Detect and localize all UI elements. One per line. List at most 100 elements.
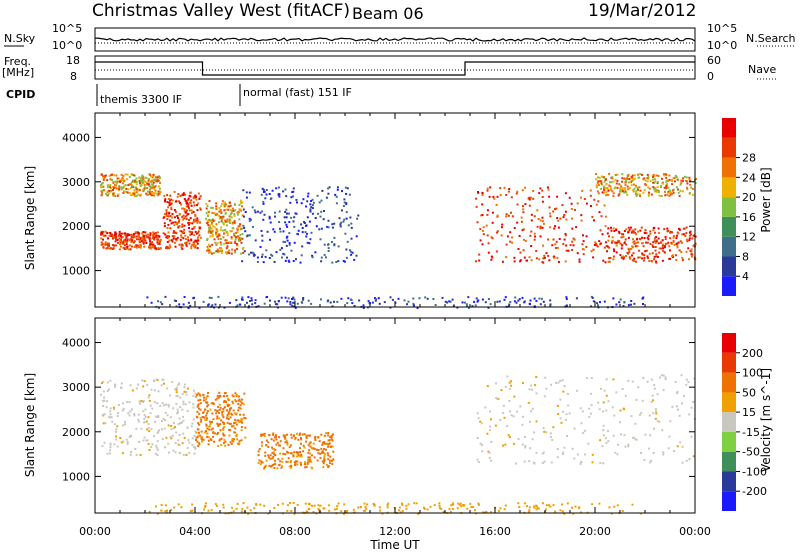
data-cell — [619, 421, 621, 424]
data-cell — [654, 236, 657, 239]
data-cell — [207, 404, 210, 407]
data-cell — [166, 218, 169, 221]
data-cell — [661, 239, 664, 242]
data-cell — [205, 424, 208, 427]
ground-scatter-cell — [371, 301, 374, 304]
data-cell — [189, 191, 192, 194]
data-cell — [680, 179, 683, 182]
data-cell — [207, 436, 210, 439]
data-cell — [140, 239, 143, 242]
data-cell — [331, 223, 334, 226]
data-cell — [288, 465, 291, 468]
data-cell — [197, 403, 200, 406]
data-cell — [636, 193, 639, 196]
data-cell — [643, 257, 646, 260]
data-cell — [623, 187, 626, 190]
data-cell — [647, 238, 650, 241]
data-cell — [240, 241, 243, 244]
data-cell — [185, 205, 188, 208]
data-cell — [265, 249, 268, 252]
data-cell — [589, 412, 592, 415]
ground-scatter-cell — [467, 306, 470, 309]
data-cell — [109, 379, 112, 382]
data-cell — [243, 227, 246, 229]
data-cell — [664, 376, 667, 379]
ground-scatter-cell — [146, 296, 149, 299]
data-cell — [627, 173, 630, 176]
data-cell — [164, 233, 167, 236]
ground-scatter-cell — [514, 296, 517, 299]
data-cell — [607, 189, 610, 192]
data-cell — [621, 180, 624, 183]
data-cell — [682, 190, 684, 193]
data-cell — [504, 385, 507, 388]
data-cell — [690, 255, 693, 258]
data-cell — [331, 241, 333, 243]
ground-scatter-cell — [448, 508, 451, 511]
data-cell — [522, 382, 524, 385]
data-cell — [188, 227, 191, 229]
data-cell — [153, 238, 156, 241]
data-cell — [633, 232, 636, 234]
data-cell — [482, 233, 485, 236]
data-cell — [220, 248, 223, 251]
data-cell — [190, 204, 193, 207]
data-cell — [130, 451, 133, 453]
ground-scatter-cell — [203, 508, 206, 511]
data-cell — [479, 420, 482, 423]
data-cell — [205, 417, 208, 420]
x-tick-label: 20:00 — [579, 525, 611, 538]
data-cell — [145, 439, 148, 442]
data-cell — [253, 254, 256, 257]
data-cell — [260, 229, 263, 232]
data-cell — [191, 437, 194, 440]
data-cell — [196, 238, 199, 241]
data-cell — [306, 462, 309, 465]
data-cell — [192, 406, 195, 409]
ground-scatter-cell — [400, 502, 403, 505]
data-cell — [523, 256, 526, 259]
data-cell — [631, 259, 634, 262]
data-cell — [300, 223, 303, 226]
data-cell — [219, 209, 222, 211]
data-cell — [626, 178, 629, 180]
data-cell — [329, 455, 332, 458]
ground-scatter-cell — [322, 507, 325, 510]
ground-scatter-cell — [249, 300, 252, 302]
data-cell — [165, 211, 168, 214]
data-cell — [688, 458, 691, 460]
data-cell — [234, 398, 237, 401]
data-cell — [182, 400, 185, 403]
data-cell — [106, 232, 109, 235]
data-cell — [191, 222, 194, 225]
data-cell — [103, 243, 106, 246]
ground-scatter-cell — [247, 512, 250, 515]
data-cell — [332, 433, 334, 436]
data-cell — [143, 240, 146, 243]
data-cell — [179, 238, 182, 241]
data-cell — [109, 443, 112, 446]
data-cell — [688, 239, 691, 242]
data-cell — [238, 218, 241, 221]
data-cell — [158, 192, 161, 195]
data-cell — [195, 198, 198, 201]
data-cell — [502, 444, 504, 447]
data-cell — [607, 440, 610, 443]
data-cell — [665, 184, 668, 187]
data-cell — [120, 387, 123, 389]
ground-scatter-cell — [440, 507, 443, 510]
data-cell — [516, 221, 519, 224]
data-cell — [627, 247, 630, 250]
data-cell — [270, 197, 273, 200]
data-cell — [675, 242, 678, 245]
data-cell — [188, 401, 191, 404]
data-cell — [103, 396, 106, 399]
data-cell — [529, 447, 532, 450]
data-cell — [144, 176, 147, 179]
data-cell — [559, 398, 562, 401]
data-cell — [235, 231, 238, 234]
x-tick-labels: 00:00 04:00 08:00 12:00 16:00 20:00 00:00 — [79, 525, 711, 538]
data-cell — [559, 380, 562, 382]
data-cell — [219, 406, 222, 409]
data-cell — [598, 211, 601, 214]
